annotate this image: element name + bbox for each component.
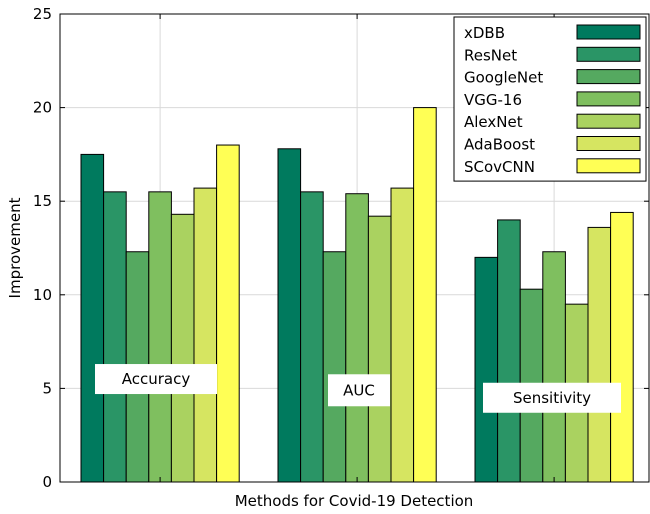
- bar: [103, 191, 127, 483]
- bar: [193, 187, 218, 483]
- legend-label: AlexNet: [464, 113, 523, 131]
- bar: [542, 251, 566, 483]
- bar: [610, 211, 634, 483]
- legend-swatch: [576, 136, 641, 151]
- y-tick-label: 0: [42, 473, 52, 491]
- bar: [300, 191, 324, 483]
- category-label-text: Accuracy: [122, 370, 191, 388]
- legend-label: VGG-16: [464, 91, 522, 109]
- category-label-box: [483, 382, 621, 413]
- category-labels: Accuracy AUC Sensitivity: [95, 364, 621, 413]
- bar: [322, 251, 347, 483]
- y-tick-label: 5: [42, 379, 52, 397]
- bar: [80, 153, 105, 483]
- plot-frame: [59, 13, 650, 483]
- legend-label: AdaBoost: [464, 136, 535, 154]
- legend-swatch: [576, 158, 641, 174]
- legend-swatch: [576, 113, 641, 129]
- bar: [587, 226, 612, 483]
- x-axis-title: Methods for Covid-19 Detection: [235, 492, 474, 510]
- legend-swatch: [576, 46, 641, 62]
- category-label-box: [328, 374, 390, 407]
- bar: [367, 215, 392, 483]
- y-axis-title: Improvement: [6, 197, 24, 298]
- legend-swatch: [576, 24, 641, 40]
- axes: 0 5 10 15 20 25: [33, 5, 650, 491]
- legend: xDBB ResNet GoogleNet VGG-16 AlexNet AdaBoost…: [453, 16, 647, 182]
- bars: [80, 107, 634, 483]
- y-tick-label: 20: [33, 99, 52, 117]
- category-label-text: AUC: [343, 381, 375, 399]
- y-tick-label: 15: [33, 192, 52, 210]
- bar: [148, 191, 172, 483]
- category-label-text: Sensitivity: [513, 389, 591, 407]
- y-tick-label: 25: [33, 5, 52, 23]
- bar: [474, 256, 499, 483]
- legend-label: xDBB: [464, 24, 505, 42]
- bar: [216, 144, 240, 483]
- bar: [390, 187, 415, 483]
- legend-label: GoogleNet: [464, 69, 543, 87]
- bar: [345, 193, 369, 483]
- bar: [497, 219, 521, 483]
- legend-label: SCovCNN: [464, 158, 535, 176]
- category-label: AUC: [328, 374, 390, 407]
- bar: [277, 148, 302, 483]
- legend-swatch: [576, 91, 641, 107]
- legend-swatch: [576, 69, 641, 85]
- category-label: Sensitivity: [483, 382, 621, 413]
- category-label: Accuracy: [95, 364, 217, 395]
- category-label-box: [95, 364, 217, 395]
- bar: [413, 107, 437, 483]
- legend-label: ResNet: [464, 46, 517, 64]
- bar: [170, 213, 195, 483]
- y-tick-label: 10: [33, 286, 52, 304]
